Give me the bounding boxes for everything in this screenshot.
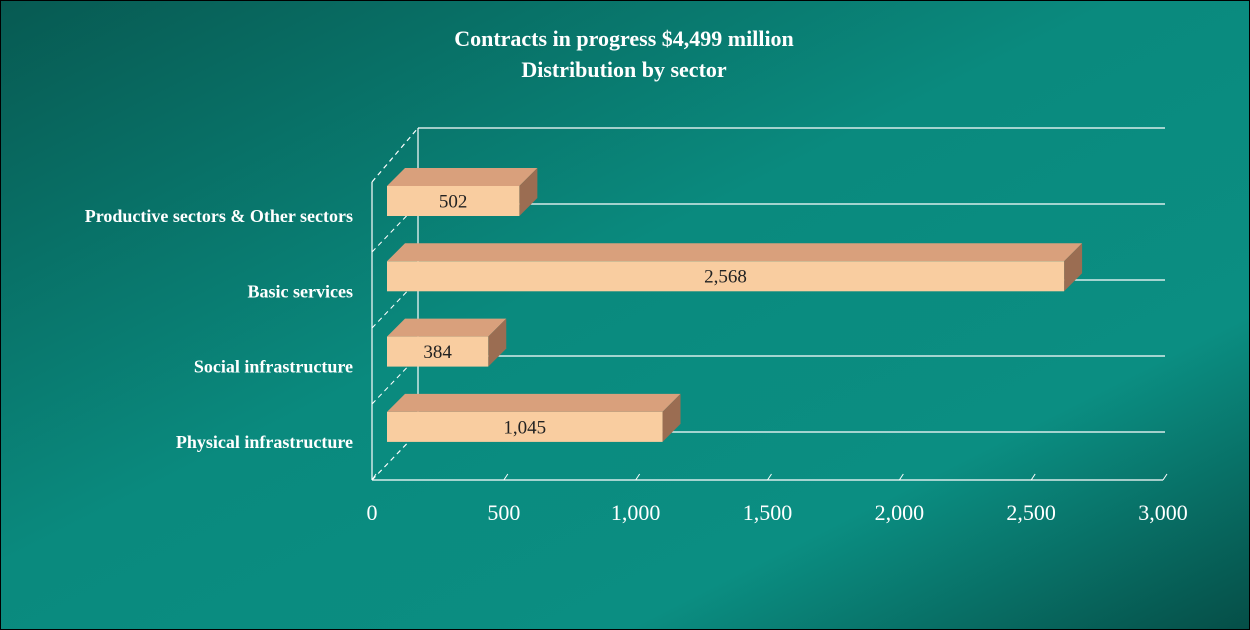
x-tick bbox=[1030, 473, 1036, 481]
bar bbox=[387, 186, 520, 216]
bar-top bbox=[387, 393, 681, 412]
x-tick bbox=[898, 473, 904, 481]
chart-subtitle: Distribution by sector bbox=[521, 57, 727, 82]
bar bbox=[387, 411, 663, 442]
chart-title: Contracts in progress $4,499 million bbox=[454, 26, 794, 51]
bar bbox=[387, 261, 1065, 292]
x-tick-label: 0 bbox=[367, 500, 378, 525]
category-label: Social infrastructure bbox=[194, 357, 353, 377]
bar bbox=[387, 336, 489, 367]
x-tick bbox=[371, 473, 377, 481]
value-label: 2,568 bbox=[704, 267, 747, 288]
category-label: Basic services bbox=[248, 281, 353, 301]
x-tick-label: 2,500 bbox=[1006, 500, 1056, 525]
value-label: 1,045 bbox=[503, 417, 546, 438]
bar-top bbox=[387, 318, 507, 337]
category-label: Physical infrastructure bbox=[176, 432, 353, 452]
category-label: Productive sectors & Other sectors bbox=[85, 206, 353, 226]
value-label: 502 bbox=[439, 191, 468, 212]
bar-top bbox=[387, 168, 538, 186]
x-tick-label: 3,000 bbox=[1138, 500, 1188, 525]
x-tick bbox=[635, 473, 641, 481]
x-tick bbox=[503, 473, 509, 481]
x-tick bbox=[767, 473, 772, 481]
wall-top-edge bbox=[371, 127, 419, 183]
bar-side bbox=[662, 393, 681, 442]
x-tick bbox=[1162, 473, 1168, 481]
x-tick-label: 1,500 bbox=[743, 500, 793, 525]
bar-side bbox=[1064, 243, 1083, 292]
bar-side bbox=[519, 168, 538, 216]
x-tick-label: 2,000 bbox=[875, 500, 925, 525]
x-tick-label: 500 bbox=[487, 500, 520, 525]
x-tick-label: 1,000 bbox=[611, 500, 661, 525]
bar-top bbox=[387, 243, 1083, 262]
value-label: 384 bbox=[423, 342, 452, 363]
bar-side bbox=[488, 318, 507, 367]
